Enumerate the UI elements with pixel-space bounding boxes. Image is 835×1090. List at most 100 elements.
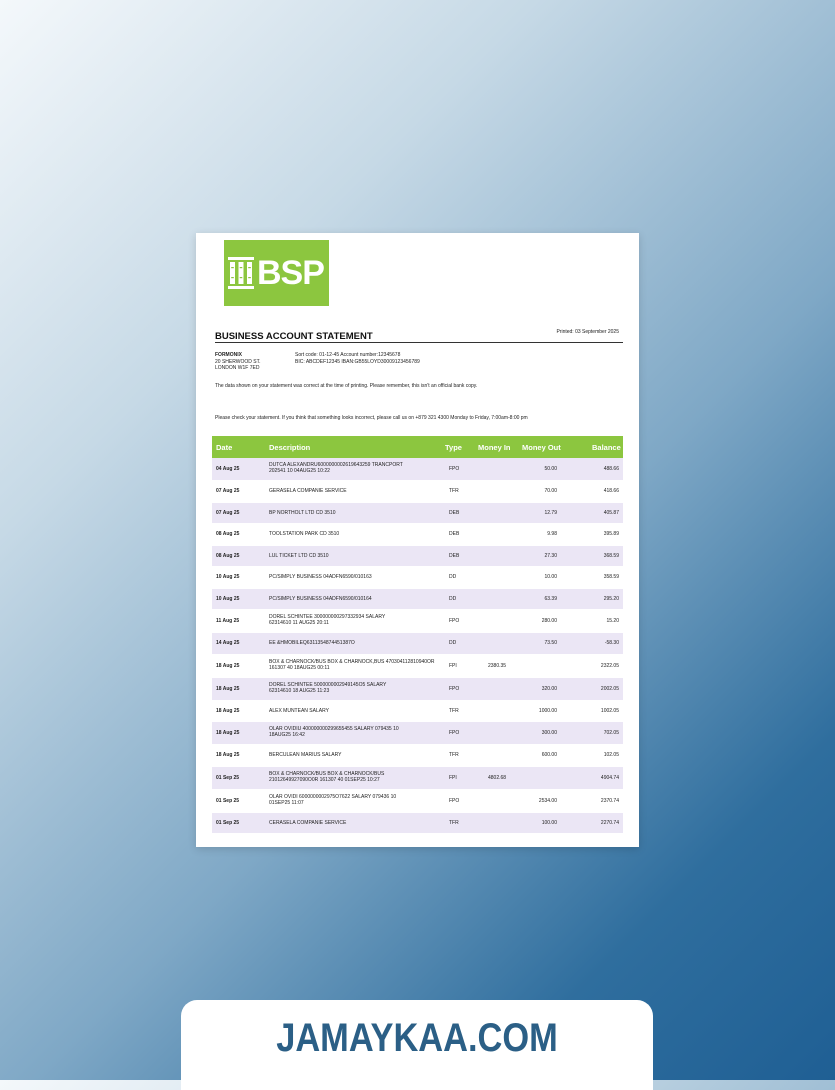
row-balance: 488.66: [603, 466, 619, 472]
row-description: EE &HMOBILEQ6311354874451387O: [269, 640, 439, 646]
table-row: 04 Aug 25 DUTCA ALEXANDRU6000000002619643…: [212, 458, 623, 481]
row-type: DD: [449, 574, 457, 581]
row-balance: -58.30: [604, 640, 619, 647]
row-money-out: 1000.00: [538, 707, 557, 714]
row-date: 18 Aug 25: [216, 752, 240, 759]
row-description: TOOLSTATION PARK CD 3510: [269, 531, 439, 537]
row-type: DD: [449, 595, 457, 602]
row-description-line-1: CERASELA COMPANIE SERVICE: [269, 819, 347, 826]
row-description-line-2: 62314610 18 AUG25 11:23: [269, 687, 330, 694]
row-money-out: 100.00: [541, 819, 557, 826]
row-description-line-1: LUL TICKET LTD CD 3510: [269, 552, 329, 559]
table-row: 07 Aug 25 GERASELA COMPANIE SERVICE TFR 70.…: [212, 481, 623, 503]
row-money-out: 280.00: [541, 618, 557, 624]
address-line-1: 20 SHERWOOD ST.: [215, 358, 261, 365]
row-description-line-1: OLAR OVIDI 6000000002975O7622 SALARY 079…: [269, 793, 397, 800]
row-description-line-1: GERASELA COMPANIE SERVICE: [269, 488, 347, 495]
row-description-line-1: BOX & CHARNOCK/BUS BOX & CHARNOCK,BUS 47…: [269, 658, 435, 665]
table-row: 18 Aug 25 DOREL SCHINTEE 5000000002949145…: [212, 677, 623, 701]
row-date: 07 Aug 25: [216, 488, 240, 495]
table-row: 08 Aug 25 LUL TICKET LTD CD 3510 DEB 27.30 3…: [212, 545, 623, 567]
row-date: 18 Aug 25: [216, 685, 240, 692]
row-balance: 295.20: [603, 595, 619, 602]
header-balance: Balance: [592, 443, 621, 452]
row-date: 18 Aug 25: [216, 662, 240, 669]
row-money-out: 50.00: [544, 466, 557, 472]
row-description-line-1: EE &HMOBILEQ6311354874451387O: [269, 640, 355, 647]
row-money-out: 10.00: [544, 574, 557, 581]
row-description-line-2: 161307 40 18AUG25 00:11: [269, 664, 330, 671]
row-description: BOX & CHARNOCK/BUS BOX & CHARNOCK,BUS 47…: [269, 659, 439, 671]
table-row: 01 Sep 25 BOX & CHARNOCK/BUS BOX & CHARNO…: [212, 766, 623, 790]
bank-columns-icon: [228, 257, 254, 289]
row-description-line-1: BP NORTHOLT LTD CD 3510: [269, 509, 336, 516]
row-type: FPI: [449, 662, 457, 669]
row-description: BP NORTHOLT LTD CD 3510: [269, 510, 439, 516]
row-date: 11 Aug 25: [216, 618, 240, 624]
row-description: OLAR OVIDI 6000000002975O7622 SALARY 079…: [269, 794, 439, 806]
table-row: 18 Aug 25 BERCULEAN MARIUS SALARY TFR 600.0…: [212, 745, 623, 767]
row-type: FPO: [449, 797, 460, 804]
footer-site-name: JAMAYKAA.COM: [276, 1016, 558, 1060]
row-date: 18 Aug 25: [216, 707, 240, 714]
sort-code-account-number: Sort code: 01-12-45 Account number:12345…: [295, 352, 401, 358]
row-money-out: 73.50: [544, 640, 557, 647]
row-balance: 1002.05: [600, 707, 619, 714]
row-money-out: 320.00: [541, 685, 557, 692]
row-description: OLAR OVIDIU 400000000299655455 SALARY 07…: [269, 726, 439, 738]
row-balance: 2002.05: [600, 685, 619, 692]
row-money-out: 12.79: [544, 509, 557, 516]
row-description: DUTCA ALEXANDRU6000000002619643259 TRANC…: [269, 462, 439, 474]
table-row: 18 Aug 25 BOX & CHARNOCK/BUS BOX & CHARNO…: [212, 655, 623, 678]
row-money-out: 27.30: [544, 552, 557, 559]
table-row: 01 Sep 25 OLAR OVIDI 6000000002975O7622 S…: [212, 790, 623, 813]
row-description-line-2: 01SEP25 11:07: [269, 799, 304, 806]
row-date: 01 Sep 25: [216, 819, 240, 826]
row-type: TFR: [449, 819, 459, 826]
row-description-line-2: 21012649927090O0R 161307 40 01SEP25 10:2…: [269, 776, 380, 783]
row-balance: 405.87: [603, 509, 619, 516]
row-money-out: 70.00: [544, 488, 557, 495]
row-date: 10 Aug 25: [216, 574, 240, 581]
row-type: FPO: [449, 466, 460, 472]
row-balance: 4904.74: [600, 774, 619, 781]
row-date: 08 Aug 25: [216, 531, 240, 538]
statement-title: BUSINESS ACCOUNT STATEMENT: [215, 331, 373, 342]
row-money-out: 63.39: [544, 595, 557, 602]
table-row: 18 Aug 25 OLAR OVIDIU 400000000299655455 …: [212, 722, 623, 745]
title-divider: [215, 342, 623, 343]
company-name: FORMONIX: [215, 352, 242, 358]
row-description-line-1: DOREL SCHINTEE 300000000297332934 SALARY: [269, 614, 386, 620]
row-balance: 2370.74: [600, 797, 619, 804]
table-row: 18 Aug 25 ALEX MUNTEAN SALARY TFR 1000.00 10…: [212, 701, 623, 722]
row-date: 18 Aug 25: [216, 730, 240, 736]
row-type: TFR: [449, 752, 459, 759]
row-balance: 2322.05: [600, 662, 619, 669]
address-line-2: LONDON W1F 7ED: [215, 365, 260, 371]
row-date: 14 Aug 25: [216, 640, 240, 647]
row-balance: 418.66: [603, 488, 619, 495]
table-row: 08 Aug 25 TOOLSTATION PARK CD 3510 DEB 9.98…: [212, 524, 623, 546]
row-description-line-2: 202541 10 04AUG25 10:22: [269, 468, 330, 474]
table-row: 14 Aug 25 EE &HMOBILEQ6311354874451387O DD…: [212, 633, 623, 655]
row-date: 01 Sep 25: [216, 774, 240, 781]
row-type: TFR: [449, 707, 459, 714]
row-type: DEB: [449, 552, 460, 559]
row-type: DEB: [449, 509, 460, 516]
row-type: TFR: [449, 488, 459, 495]
printing-note: The data shown on your statement was cor…: [215, 383, 478, 389]
row-description: PC/SIMPLY BUSINESS 04ADFN6590/010164: [269, 596, 439, 602]
row-money-out: 600.00: [541, 752, 557, 759]
row-date: 04 Aug 25: [216, 466, 240, 472]
table-body: 04 Aug 25 DUTCA ALEXANDRU6000000002619643…: [212, 458, 623, 834]
row-description-line-2: 18AUG25 16:42: [269, 732, 305, 738]
bank-logo-text: BSP: [257, 254, 325, 292]
header-description: Description: [269, 443, 311, 452]
company-address: FORMONIX 20 SHERWOOD ST. LONDON W1F 7ED: [215, 352, 260, 372]
row-description: PC/SIMPLY BUSINESS 04ADFN6590/010163: [269, 574, 439, 580]
transactions-table: Date Description Type Money In Money Out…: [212, 436, 623, 834]
row-description-line-1: BERCULEAN MARIUS SALARY: [269, 752, 342, 759]
row-description-line-1: ALEX MUNTEAN SALARY: [269, 707, 329, 714]
row-date: 01 Sep 25: [216, 797, 240, 804]
bank-logo: BSP: [224, 240, 329, 306]
